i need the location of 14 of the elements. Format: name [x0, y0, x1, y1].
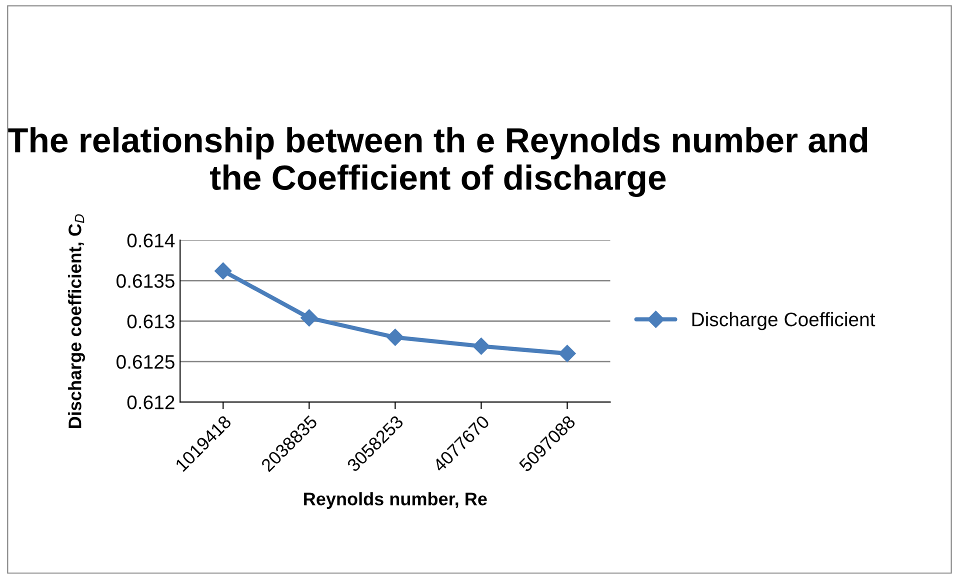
y-tick-label: 0.613: [127, 314, 174, 328]
chart-title: The relationship between th e Reynolds number and the Coefficient of discharge: [7, 127, 868, 198]
point: [558, 344, 576, 362]
point: [472, 338, 490, 355]
y-tick-label: 0.6135: [116, 274, 174, 288]
y-tick-label: 0.614: [127, 234, 175, 248]
legend-label: Discharge Coefficient: [692, 312, 876, 330]
point: [214, 262, 232, 280]
x-axis-title: Reynolds number, Re: [304, 492, 487, 509]
y-axis-title: Discharge coefficient, C$_{D}$: [68, 214, 85, 428]
y-tick-label: 0.6125: [116, 355, 174, 369]
y-tick-label: 0.612: [127, 396, 174, 410]
point: [300, 309, 318, 326]
point: [386, 328, 404, 346]
